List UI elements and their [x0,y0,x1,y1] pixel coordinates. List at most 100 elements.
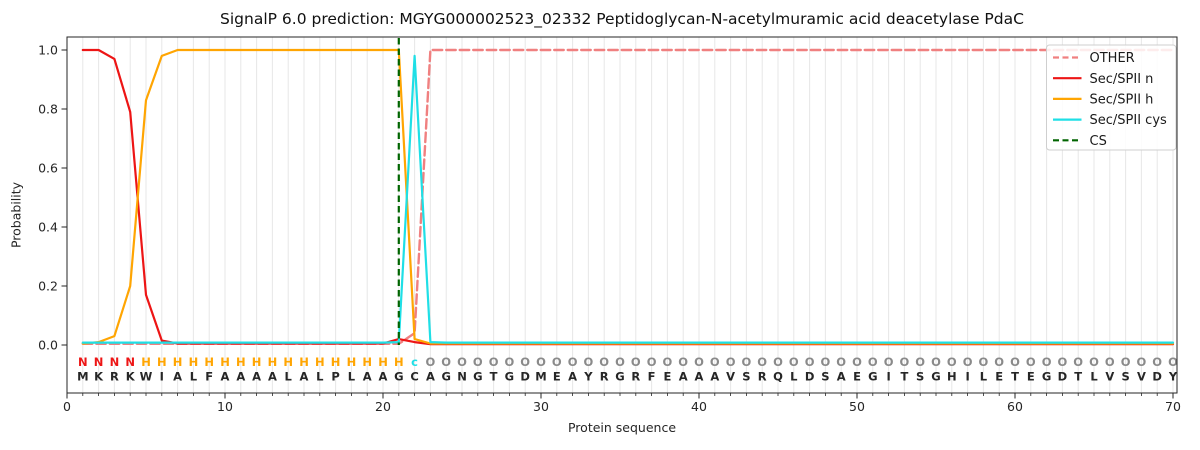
state-letter: O [789,355,799,369]
state-letter: H [252,355,262,369]
sec-spii-h-series-line [81,48,1175,345]
residue-letter: G [1042,370,1051,384]
residue-letter: G [931,370,940,384]
residue-letter: R [758,370,767,384]
state-letter: O [1058,355,1068,369]
y-tick-label: 1.0 [38,42,58,57]
state-letter: H [283,355,293,369]
residue-letter: G [441,370,450,384]
residue-letter: W [140,370,153,384]
state-letter: O [915,355,925,369]
state-letter: O [552,355,562,369]
state-letter: O [805,355,815,369]
residue-letter: G [868,370,877,384]
residue-letter: R [110,370,119,384]
legend-label: Sec/SPII n [1090,72,1154,87]
state-letter: H [331,355,341,369]
state-letter: O [457,355,467,369]
residue-letter: V [1105,370,1114,384]
state-letter: O [584,355,594,369]
state-letter: O [821,355,831,369]
residue-letter: T [1011,370,1019,384]
residue-letter: L [980,370,988,384]
state-letter: H [394,355,404,369]
residue-letter: G [394,370,403,384]
residue-letter: A [695,370,704,384]
state-letter: O [852,355,862,369]
residue-letter: I [160,370,164,384]
residue-letter: L [316,370,324,384]
residue-letter: K [94,370,104,384]
residue-letter: I [965,370,969,384]
residue-letter: A [710,370,719,384]
residue-letter: A [568,370,577,384]
state-letter: O [1137,355,1147,369]
state-letter: H [141,355,151,369]
state-letter: O [631,355,641,369]
residue-letter: L [285,370,293,384]
residue-letter: A [679,370,688,384]
state-letter: H [268,355,278,369]
residue-letter: V [726,370,735,384]
state-letter: H [378,355,388,369]
state-letter: O [599,355,609,369]
y-tick-label: 0.6 [38,160,58,175]
state-letter: H [347,355,357,369]
residue-letter: A [426,370,435,384]
legend-label: CS [1090,134,1107,149]
sec-spii-cys-series-line [81,54,1175,344]
state-letter: O [884,355,894,369]
residue-letter: R [600,370,609,384]
residue-letter: F [648,370,656,384]
state-letter: O [1042,355,1052,369]
state-letter: O [947,355,957,369]
residue-letter: G [473,370,482,384]
residue-letter: R [631,370,640,384]
state-letter: O [568,355,578,369]
residue-letter: V [1137,370,1146,384]
residue-letter: Y [583,370,593,384]
residue-letter: N [457,370,467,384]
state-letter: H [173,355,183,369]
legend-box [1046,44,1177,151]
residue-letter: G [505,370,514,384]
state-letter: O [742,355,752,369]
legend-label: Sec/SPII h [1090,93,1154,108]
residue-letter: K [126,370,136,384]
legend-item-sec-spii-n: Sec/SPII n [1053,72,1153,87]
y-tick-label: 0.4 [38,219,58,234]
x-axis-label: Protein sequence [567,420,677,435]
residue-letter: L [348,370,356,384]
residue-letter: E [1027,370,1035,384]
y-tick-label: 0.8 [38,101,58,116]
x-tick-label: 40 [691,399,707,414]
residue-letter: A [173,370,182,384]
state-letter: O [1026,355,1036,369]
state-letter: O [726,355,736,369]
legend-item-sec-spii-h: Sec/SPII h [1053,93,1153,108]
state-letter: H [204,355,214,369]
residue-letter: A [379,370,388,384]
residue-letter: C [410,370,418,384]
legend-item-other: OTHER [1053,51,1135,66]
state-letter: O [441,355,451,369]
state-letter: O [710,355,720,369]
residue-letter: A [268,370,277,384]
axes-frame [66,36,1178,394]
residue-letter: A [363,370,372,384]
state-letter: O [773,355,783,369]
x-tick-label: 30 [533,399,549,414]
state-letter: O [757,355,767,369]
residue-letter: P [331,370,339,384]
state-letter: H [236,355,246,369]
residue-letter: M [535,370,546,384]
state-letter: O [489,355,499,369]
state-letter: O [868,355,878,369]
residue-letter: D [1058,370,1068,384]
state-letter: O [1168,355,1178,369]
residue-letter: E [853,370,861,384]
residue-letter: E [995,370,1003,384]
residue-letter: D [1152,370,1162,384]
residue-letter: A [300,370,309,384]
